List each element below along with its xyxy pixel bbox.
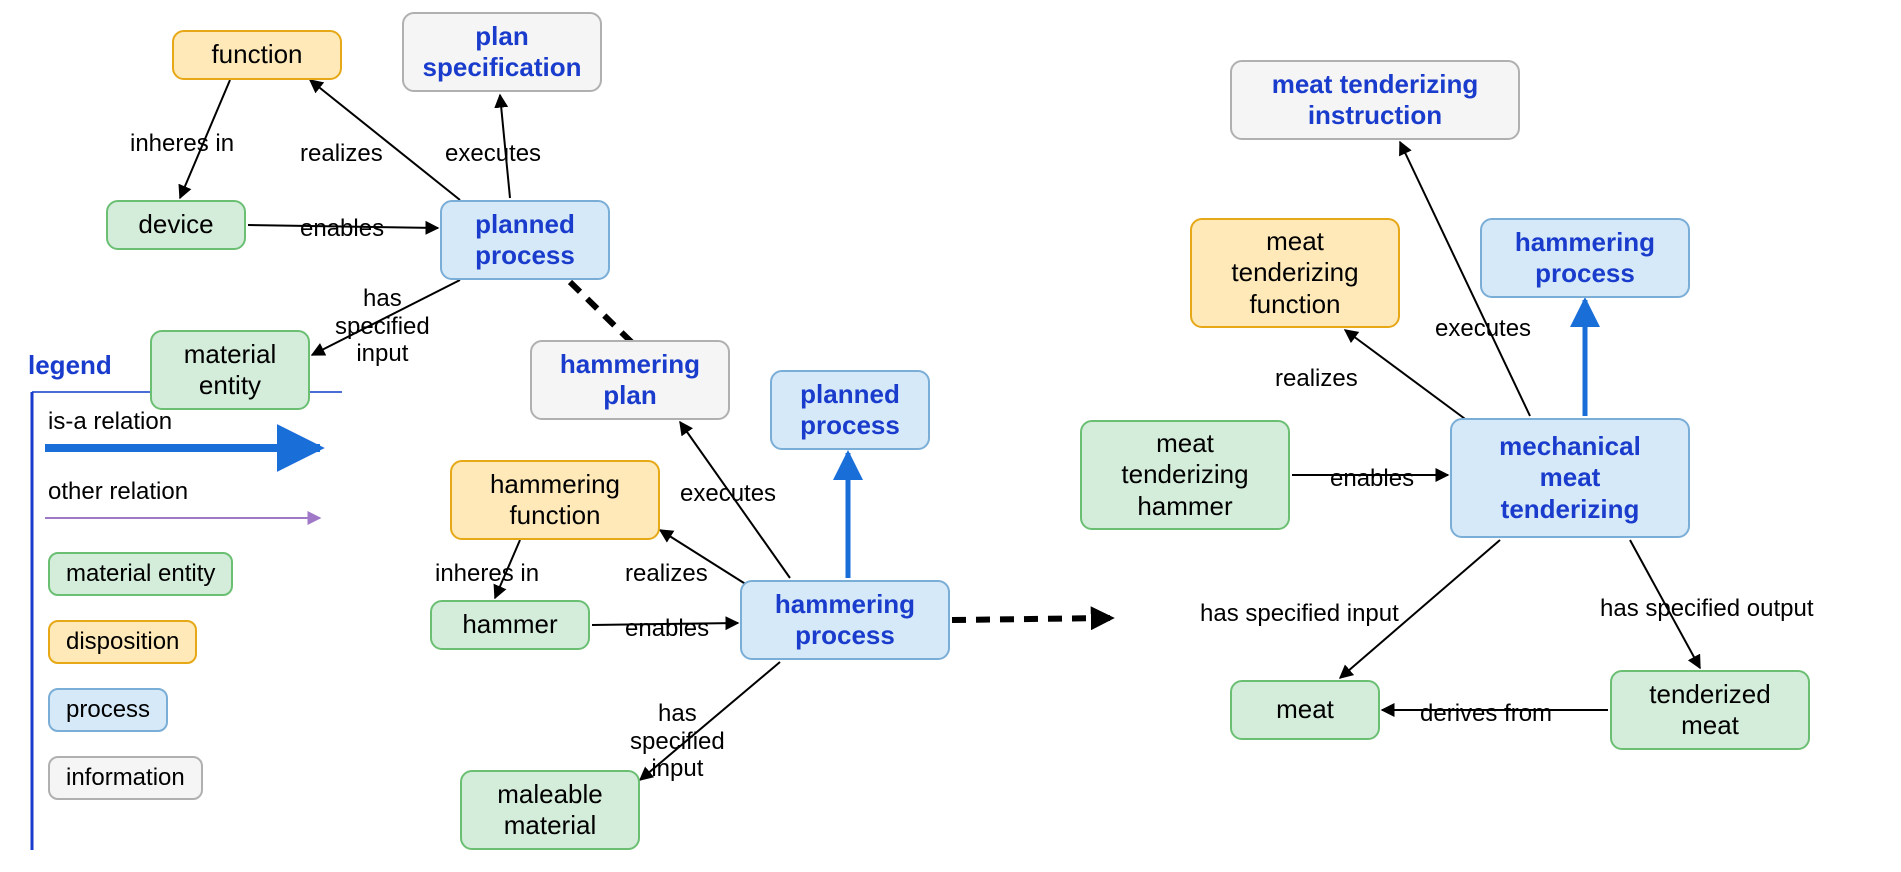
edge-label: inheres in (130, 130, 234, 158)
node-hammer: hammer (430, 600, 590, 650)
ontology-diagram: function plan specification device plann… (0, 0, 1901, 872)
node-hammering-plan: hammering plan (530, 340, 730, 420)
node-meat-tenderizing-function: meat tenderizing function (1190, 218, 1400, 328)
edge-label: has specified output (1600, 595, 1813, 623)
edge-label: enables (300, 215, 384, 243)
edge-label: executes (680, 480, 776, 508)
legend-title: legend (28, 350, 112, 381)
node-function: function (172, 30, 342, 80)
node-meat-tenderizing-instruction: meat tenderizing instruction (1230, 60, 1520, 140)
node-planned-process: planned process (440, 200, 610, 280)
legend-is-a-label: is-a relation (48, 408, 172, 436)
node-tenderized-meat: tenderized meat (1610, 670, 1810, 750)
edge-label: enables (1330, 465, 1414, 493)
edge-label: executes (1435, 315, 1531, 343)
node-mechanical-meat-tenderizing: mechanical meat tenderizing (1450, 418, 1690, 538)
legend-information-swatch: information (48, 756, 203, 800)
edge-label: executes (445, 140, 541, 168)
legend-other-label: other relation (48, 478, 188, 506)
node-planned-process-2: planned process (770, 370, 930, 450)
node-meat: meat (1230, 680, 1380, 740)
node-hammering-process-2: hammering process (1480, 218, 1690, 298)
edge-label: has specified input (630, 700, 725, 783)
edge-label: enables (625, 615, 709, 643)
node-maleable-material: maleable material (460, 770, 640, 850)
node-material-entity: material entity (150, 330, 310, 410)
edge-label: realizes (1275, 365, 1358, 393)
legend-disposition-swatch: disposition (48, 620, 197, 664)
edge-label: realizes (300, 140, 383, 168)
node-meat-tenderizing-hammer: meat tenderizing hammer (1080, 420, 1290, 530)
edge-label: derives from (1420, 700, 1552, 728)
edge-label: realizes (625, 560, 708, 588)
edge-label: has specified input (1200, 600, 1399, 628)
node-plan-specification: plan specification (402, 12, 602, 92)
legend-material-swatch: material entity (48, 552, 233, 596)
node-device: device (106, 200, 246, 250)
edge-label: has specified input (335, 285, 430, 368)
edge-label: inheres in (435, 560, 539, 588)
node-hammering-process: hammering process (740, 580, 950, 660)
node-hammering-function: hammering function (450, 460, 660, 540)
legend-process-swatch: process (48, 688, 168, 732)
